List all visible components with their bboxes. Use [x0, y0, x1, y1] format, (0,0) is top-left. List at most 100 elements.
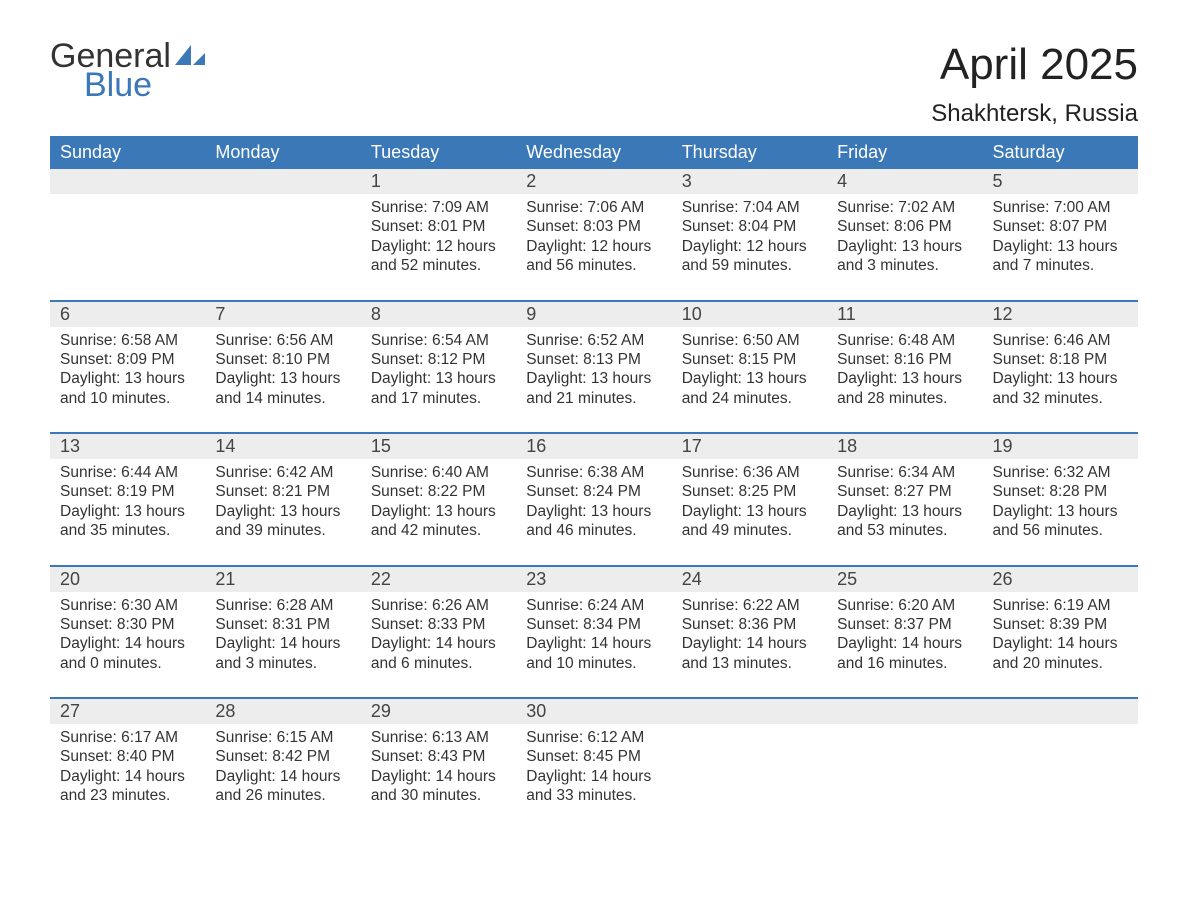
day-number-cell: 3 — [672, 169, 827, 194]
day-number-cell: 22 — [361, 567, 516, 592]
day-number-cell — [827, 699, 982, 724]
logo-sail-icon — [173, 43, 207, 72]
day-number-cell: 6 — [50, 302, 205, 327]
daylight-line-2: and 30 minutes. — [371, 786, 506, 805]
daynum-row: 20212223242526 — [50, 567, 1138, 592]
day-detail-cell: Sunrise: 6:42 AMSunset: 8:21 PMDaylight:… — [205, 459, 360, 566]
day-detail-cell: Sunrise: 7:09 AMSunset: 8:01 PMDaylight:… — [361, 194, 516, 301]
daylight-line-2: and 33 minutes. — [526, 786, 661, 805]
sunset-line: Sunset: 8:01 PM — [371, 217, 506, 236]
day-number-cell: 10 — [672, 302, 827, 327]
day-number-cell: 28 — [205, 699, 360, 724]
daylight-line-2: and 13 minutes. — [682, 654, 817, 673]
sunset-line: Sunset: 8:24 PM — [526, 482, 661, 501]
day-number-cell — [672, 699, 827, 724]
sunrise-line: Sunrise: 6:40 AM — [371, 463, 506, 482]
daylight-line-2: and 56 minutes. — [993, 521, 1128, 540]
location: Shakhtersk, Russia — [931, 100, 1138, 128]
sunrise-line: Sunrise: 7:00 AM — [993, 198, 1128, 217]
sunset-line: Sunset: 8:09 PM — [60, 350, 195, 369]
day-number-cell: 19 — [983, 434, 1138, 459]
day-number-cell: 26 — [983, 567, 1138, 592]
day-number-cell: 14 — [205, 434, 360, 459]
daylight-line-1: Daylight: 13 hours — [60, 502, 195, 521]
day-number-cell — [50, 169, 205, 194]
sunset-line: Sunset: 8:25 PM — [682, 482, 817, 501]
daylight-line-2: and 52 minutes. — [371, 256, 506, 275]
daylight-line-2: and 24 minutes. — [682, 389, 817, 408]
sunset-line: Sunset: 8:31 PM — [215, 615, 350, 634]
daylight-line-1: Daylight: 13 hours — [993, 369, 1128, 388]
day-detail-cell: Sunrise: 6:44 AMSunset: 8:19 PMDaylight:… — [50, 459, 205, 566]
sunrise-line: Sunrise: 6:13 AM — [371, 728, 506, 747]
daylight-line-1: Daylight: 13 hours — [837, 369, 972, 388]
daylight-line-1: Daylight: 13 hours — [526, 502, 661, 521]
day-number-cell: 11 — [827, 302, 982, 327]
day-number-cell: 25 — [827, 567, 982, 592]
daylight-line-2: and 39 minutes. — [215, 521, 350, 540]
dayhead-tue: Tuesday — [361, 136, 516, 169]
daylight-line-1: Daylight: 14 hours — [60, 767, 195, 786]
sunset-line: Sunset: 8:27 PM — [837, 482, 972, 501]
daylight-line-1: Daylight: 14 hours — [215, 767, 350, 786]
sunset-line: Sunset: 8:22 PM — [371, 482, 506, 501]
sunrise-line: Sunrise: 6:34 AM — [837, 463, 972, 482]
sunset-line: Sunset: 8:19 PM — [60, 482, 195, 501]
day-detail-cell — [983, 724, 1138, 830]
sunrise-line: Sunrise: 6:58 AM — [60, 331, 195, 350]
daylight-line-2: and 26 minutes. — [215, 786, 350, 805]
day-detail-cell: Sunrise: 6:20 AMSunset: 8:37 PMDaylight:… — [827, 592, 982, 699]
sunrise-line: Sunrise: 6:46 AM — [993, 331, 1128, 350]
sunrise-line: Sunrise: 6:28 AM — [215, 596, 350, 615]
title-block: April 2025 Shakhtersk, Russia — [931, 40, 1138, 128]
sunset-line: Sunset: 8:34 PM — [526, 615, 661, 634]
daylight-line-2: and 28 minutes. — [837, 389, 972, 408]
detail-row: Sunrise: 6:58 AMSunset: 8:09 PMDaylight:… — [50, 327, 1138, 434]
sunset-line: Sunset: 8:42 PM — [215, 747, 350, 766]
day-number-cell — [983, 699, 1138, 724]
day-detail-cell — [50, 194, 205, 301]
day-number-cell: 9 — [516, 302, 671, 327]
daylight-line-1: Daylight: 14 hours — [215, 634, 350, 653]
day-number-cell: 7 — [205, 302, 360, 327]
sunrise-line: Sunrise: 6:42 AM — [215, 463, 350, 482]
sunrise-line: Sunrise: 7:04 AM — [682, 198, 817, 217]
daylight-line-1: Daylight: 13 hours — [60, 369, 195, 388]
day-number-cell: 18 — [827, 434, 982, 459]
daynum-row: 12345 — [50, 169, 1138, 194]
dayhead-thu: Thursday — [672, 136, 827, 169]
daylight-line-1: Daylight: 14 hours — [371, 767, 506, 786]
sunset-line: Sunset: 8:28 PM — [993, 482, 1128, 501]
day-detail-cell: Sunrise: 7:04 AMSunset: 8:04 PMDaylight:… — [672, 194, 827, 301]
sunset-line: Sunset: 8:45 PM — [526, 747, 661, 766]
daylight-line-1: Daylight: 14 hours — [682, 634, 817, 653]
day-number-cell: 20 — [50, 567, 205, 592]
day-detail-cell: Sunrise: 6:48 AMSunset: 8:16 PMDaylight:… — [827, 327, 982, 434]
day-detail-cell: Sunrise: 6:28 AMSunset: 8:31 PMDaylight:… — [205, 592, 360, 699]
day-number-cell: 5 — [983, 169, 1138, 194]
day-detail-cell: Sunrise: 6:32 AMSunset: 8:28 PMDaylight:… — [983, 459, 1138, 566]
sunset-line: Sunset: 8:04 PM — [682, 217, 817, 236]
daylight-line-2: and 56 minutes. — [526, 256, 661, 275]
sunset-line: Sunset: 8:30 PM — [60, 615, 195, 634]
day-detail-cell: Sunrise: 6:54 AMSunset: 8:12 PMDaylight:… — [361, 327, 516, 434]
day-detail-cell: Sunrise: 6:26 AMSunset: 8:33 PMDaylight:… — [361, 592, 516, 699]
sunset-line: Sunset: 8:37 PM — [837, 615, 972, 634]
dayhead-wed: Wednesday — [516, 136, 671, 169]
daylight-line-1: Daylight: 13 hours — [526, 369, 661, 388]
day-detail-cell: Sunrise: 6:22 AMSunset: 8:36 PMDaylight:… — [672, 592, 827, 699]
daylight-line-1: Daylight: 13 hours — [215, 369, 350, 388]
daylight-line-2: and 3 minutes. — [215, 654, 350, 673]
day-detail-cell: Sunrise: 6:56 AMSunset: 8:10 PMDaylight:… — [205, 327, 360, 434]
daylight-line-2: and 14 minutes. — [215, 389, 350, 408]
day-number-cell: 29 — [361, 699, 516, 724]
day-detail-cell: Sunrise: 6:17 AMSunset: 8:40 PMDaylight:… — [50, 724, 205, 830]
sunrise-line: Sunrise: 7:02 AM — [837, 198, 972, 217]
day-number-cell: 4 — [827, 169, 982, 194]
day-number-cell: 21 — [205, 567, 360, 592]
day-header-row: Sunday Monday Tuesday Wednesday Thursday… — [50, 136, 1138, 169]
daylight-line-2: and 53 minutes. — [837, 521, 972, 540]
day-number-cell — [205, 169, 360, 194]
daylight-line-1: Daylight: 14 hours — [526, 634, 661, 653]
sunrise-line: Sunrise: 6:26 AM — [371, 596, 506, 615]
